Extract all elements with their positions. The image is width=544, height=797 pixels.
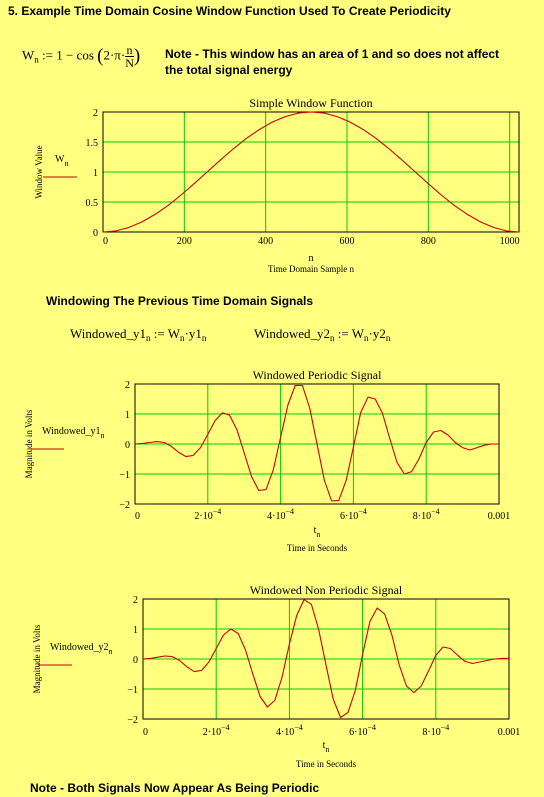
x-tick-label: 0 — [103, 236, 108, 247]
x-tick-label: 800 — [421, 236, 436, 247]
eq-y2-lhs: Windowed_y2 — [254, 326, 331, 341]
x-tick-label: 4·10−4 — [267, 507, 294, 522]
x-tick-label: 6·10−4 — [349, 723, 376, 738]
y-tick-label: 0 — [125, 440, 130, 451]
chart-title: Windowed Non Periodic Signal — [250, 583, 403, 597]
y-axis-label: Magnitude in Volts — [32, 624, 42, 693]
x-axis-label: Time in Seconds — [296, 759, 357, 769]
y-axis-label: Window Value — [34, 145, 44, 198]
footer-note: Note - Both Signals Now Appear As Being … — [30, 781, 320, 795]
eq-frac-den: N — [125, 56, 134, 70]
y-tick-label: 1 — [125, 410, 130, 421]
chart-title: Windowed Periodic Signal — [253, 368, 382, 382]
series-line — [142, 599, 509, 719]
window-note-line2: the total signal energy — [165, 63, 293, 77]
x-axis-variable: tn — [323, 740, 330, 754]
y-tick-label: −2 — [119, 500, 130, 511]
section-title: 5. Example Time Domain Cosine Window Fun… — [8, 4, 451, 18]
eq-windowed-y1: Windowed_y1n := Wn·y1n — [70, 326, 206, 343]
y-tick-label: 1 — [93, 168, 98, 179]
y-tick-label: 0 — [93, 228, 98, 239]
legend-label: Windowed_y2n — [50, 642, 112, 656]
y-tick-label: 1 — [133, 625, 138, 636]
eq-y2-sub2: n — [364, 333, 369, 343]
y-tick-label: 2 — [133, 595, 138, 606]
series-line — [134, 384, 499, 502]
plot-group: −2 −1 0 1 2 0 2·10−4 4·10−4 6·10−4 8·10−4 0.001 Win… — [24, 368, 510, 553]
plot-group: −2 −1 0 1 2 0 2·10−4 4·10−4 6·10−4 8·10−4 0.001 Win… — [32, 583, 520, 769]
y-tick-label: 1.5 — [86, 138, 99, 149]
window-equation: Wn := 1 − cos (2·π· n N) — [22, 43, 141, 70]
eq-y1-sub3: n — [201, 333, 207, 343]
eq-y2-mult: ·y2 — [368, 326, 386, 341]
legend-label: Wn — [55, 154, 68, 168]
eq-windowed-y2: Windowed_y2n := Wn·y2n — [254, 326, 390, 343]
y-tick-label: 0 — [133, 655, 138, 666]
series-line — [102, 111, 520, 233]
window-note-line1: Note - This window has an area of 1 and … — [165, 47, 500, 61]
eq-y1-sub2: n — [180, 333, 185, 343]
eq-rhs-b: 2·π· — [103, 47, 126, 63]
y-tick-label: 0.5 — [86, 198, 99, 209]
eq-y1-sub: n — [146, 333, 151, 343]
eq-y2-assign: := W — [337, 326, 365, 341]
x-tick-label: 400 — [258, 236, 273, 247]
y-axis-label: Magnitude in Volts — [24, 409, 34, 478]
x-tick-label: 1000 — [500, 236, 520, 247]
x-tick-label: 0.001 — [498, 727, 521, 738]
y-tick-label: −1 — [127, 685, 138, 696]
x-tick-label: 2·10−4 — [203, 723, 230, 738]
x-axis-label: Time in Seconds — [287, 543, 348, 553]
eq-y1-lhs: Windowed_y1 — [70, 326, 147, 341]
window-note: Note - This window has an area of 1 and … — [165, 46, 499, 78]
eq-y1-mult: ·y1 — [184, 326, 202, 341]
y-tick-label: 2 — [125, 380, 130, 391]
section2-title: Windowing The Previous Time Domain Signa… — [46, 294, 314, 308]
chart-title: Simple Window Function — [249, 96, 372, 110]
x-tick-label: 200 — [177, 236, 192, 247]
y-tick-label: −2 — [127, 715, 138, 726]
x-tick-label: 8·10−4 — [422, 723, 449, 738]
eq-frac-num: n — [125, 43, 134, 57]
y-tick-label: −1 — [119, 470, 130, 481]
x-tick-label: 0.001 — [488, 511, 511, 522]
x-tick-label: 600 — [339, 236, 354, 247]
eq-y2-sub3: n — [385, 333, 391, 343]
eq-lhs-sub: n — [34, 54, 39, 65]
eq-y2-sub: n — [330, 333, 335, 343]
legend-label: Windowed_y1n — [42, 426, 104, 440]
y-tick-label: 2 — [93, 108, 98, 119]
x-axis-variable: tn — [314, 525, 321, 539]
x-tick-label: 8·10−4 — [413, 507, 440, 522]
x-tick-label: 0 — [135, 511, 140, 522]
eq-y1-assign: := W — [153, 326, 181, 341]
x-tick-label: 2·10−4 — [194, 507, 221, 522]
x-tick-label: 4·10−4 — [276, 723, 303, 738]
x-axis-variable: n — [309, 253, 314, 264]
eq-rhs-a: := 1 − cos — [42, 47, 94, 63]
plot-group: 0 0.5 1 1.5 2 0 200 400 600 800 1000 Simple Window … — [34, 96, 520, 274]
eq-lhs: W — [22, 47, 35, 63]
x-tick-label: 0 — [143, 727, 148, 738]
x-tick-label: 6·10−4 — [340, 507, 367, 522]
x-axis-label: Time Domain Sample n — [268, 264, 354, 274]
